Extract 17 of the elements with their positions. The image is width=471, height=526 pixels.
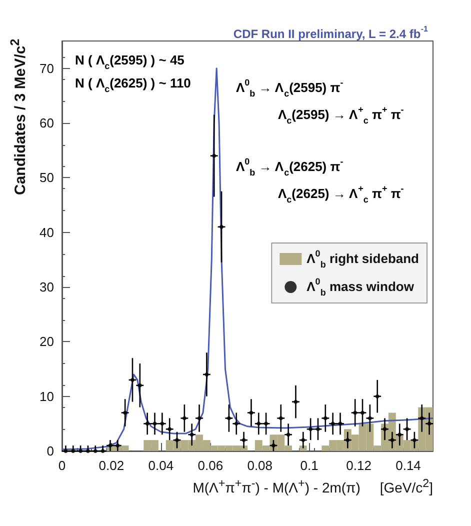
y-tick-label: 60 [40, 116, 54, 130]
y-tick-label: 50 [40, 170, 54, 186]
y-tick-label: 10 [40, 388, 54, 404]
x-tick-label: 0 [58, 458, 66, 473]
x-tick-label: 0.02 [98, 458, 124, 473]
y-tick-label: 20 [40, 334, 54, 350]
y-tick-label: 30 [40, 280, 54, 294]
x-tick-label: 0.12 [346, 458, 372, 473]
y-tick-label: 70 [40, 60, 54, 76]
x-tick-label: 0.06 [198, 458, 224, 473]
x-tick-label: 0.08 [247, 458, 273, 473]
x-tick-label: 0.1 [300, 458, 318, 473]
y-tick-label: 40 [40, 224, 54, 240]
x-tick-label: 0.04 [148, 458, 174, 473]
y-tick-label: 0 [46, 444, 54, 458]
text: M(Λ$^{+}$π$^{+}$π$^{-}$) - M(Λ$^{+}$) - 2m(π) [GeV/c$^{2}$] [192, 477, 433, 496]
x-tick-label: 0.14 [396, 458, 421, 473]
